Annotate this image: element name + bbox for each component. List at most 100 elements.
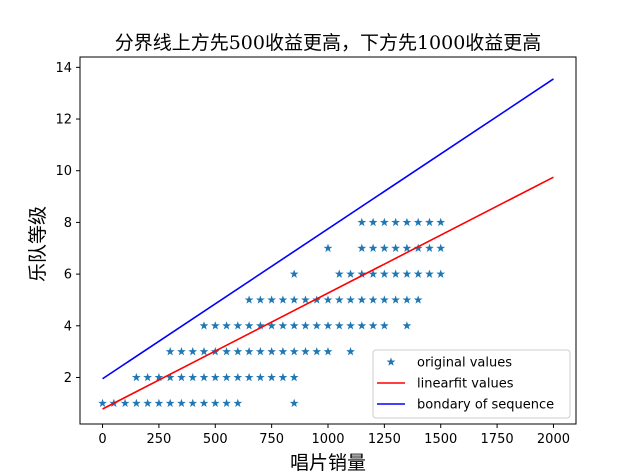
data-point-y1-0	[98, 398, 107, 408]
data-point-y5-12	[379, 295, 389, 304]
data-point-y1-5	[154, 398, 164, 408]
legend-box	[372, 349, 571, 419]
x-tick-label-3: 750	[259, 432, 284, 447]
y-axis-title: 乐队等级	[27, 206, 49, 282]
data-point-y7-8	[436, 243, 446, 252]
data-point-y2-12	[267, 372, 277, 382]
data-point-y3-15	[346, 347, 355, 356]
x-tick-label-7: 1750	[481, 432, 514, 447]
data-point-y3-11	[289, 347, 299, 356]
data-point-y2-9	[233, 372, 243, 382]
data-point-y6-10	[436, 269, 446, 278]
data-point-y1-10	[210, 398, 220, 408]
x-tick-label-0: 0	[98, 432, 106, 447]
legend-label-0: original values	[417, 356, 512, 371]
data-point-y1-4	[143, 398, 153, 408]
data-point-y2-14	[289, 372, 299, 382]
data-point-y4-2	[222, 321, 231, 330]
data-point-y1-11	[222, 398, 231, 408]
axes-layer: 0 250 500 750 1000 1250 1500 1750 2000 2 4 6 8 10 12 14	[55, 61, 570, 447]
data-point-y5-15	[413, 295, 423, 304]
data-point-y2-6	[199, 372, 209, 382]
data-point-y2-7	[210, 372, 220, 382]
data-point-y5-3	[278, 295, 288, 304]
data-point-y8-0	[357, 217, 367, 227]
data-point-y4-16	[379, 321, 389, 330]
data-point-y4-17	[402, 321, 412, 330]
x-axis-title: 唱片销量	[290, 452, 366, 474]
data-point-y3-13	[312, 347, 322, 356]
data-point-y6-6	[391, 269, 401, 278]
data-point-y4-13	[346, 321, 355, 330]
data-point-y5-9	[346, 295, 355, 304]
data-point-y7-5	[402, 243, 412, 252]
y-tick-label-0: 2	[64, 371, 72, 386]
data-point-y6-9	[425, 269, 434, 278]
data-point-y1-13	[289, 398, 299, 408]
data-point-y6-5	[379, 269, 389, 278]
data-point-y3-7	[244, 347, 254, 356]
data-point-y5-8	[334, 295, 344, 304]
data-point-y6-4	[368, 269, 378, 278]
series-layer	[98, 78, 554, 410]
x-tick-label-4: 1000	[311, 432, 344, 447]
x-tick-label-1: 250	[146, 432, 171, 447]
data-point-y3-8	[255, 347, 265, 356]
legend-label-2: bondary of sequence	[417, 398, 554, 413]
data-point-y3-0	[165, 347, 175, 356]
y-tick-label-4: 10	[55, 164, 72, 179]
data-point-y6-3	[357, 269, 367, 278]
data-point-y4-1	[210, 321, 220, 330]
data-point-y4-9	[301, 321, 310, 330]
series-line-0	[102, 176, 554, 410]
data-point-y3-10	[278, 347, 288, 356]
y-tick-label-6: 14	[55, 61, 72, 76]
chart-title: 分界线上方先500收益更高，下方先1000收益更高	[115, 32, 542, 54]
data-point-y8-4	[402, 217, 412, 227]
data-point-y7-6	[413, 243, 423, 252]
data-point-y3-3	[199, 347, 209, 356]
data-point-y1-6	[165, 398, 175, 408]
data-point-y2-5	[188, 372, 198, 382]
data-point-y3-12	[301, 347, 310, 356]
series-line-1	[102, 78, 554, 380]
data-point-y6-1	[334, 269, 344, 278]
data-point-y2-3	[165, 372, 175, 382]
legend-marker-0	[386, 357, 396, 366]
data-point-y5-4	[289, 295, 299, 304]
data-point-y5-13	[391, 295, 401, 304]
data-point-y6-7	[402, 269, 412, 278]
data-point-y4-8	[289, 321, 299, 330]
data-point-y7-2	[368, 243, 378, 252]
data-point-y3-14	[323, 347, 333, 356]
data-point-y8-1	[368, 217, 378, 227]
data-point-y5-1	[255, 295, 265, 304]
data-point-y7-4	[391, 243, 401, 252]
data-point-y4-4	[244, 321, 254, 330]
data-point-y8-6	[425, 217, 434, 227]
x-tick-label-6: 1500	[424, 432, 457, 447]
legend: original values linearfit values bondary o…	[372, 349, 571, 419]
data-point-y4-3	[233, 321, 243, 330]
data-point-y2-13	[278, 372, 288, 382]
data-point-y4-14	[357, 321, 367, 330]
x-tick-label-2: 500	[203, 432, 228, 447]
data-point-y2-4	[177, 372, 186, 382]
data-point-y5-7	[323, 295, 333, 304]
y-tick-label-2: 6	[64, 268, 72, 283]
data-point-y8-7	[436, 217, 446, 227]
data-point-y7-0	[323, 243, 333, 252]
data-point-y6-2	[346, 269, 355, 278]
data-point-y7-3	[379, 243, 389, 252]
x-tick-label-5: 1250	[368, 432, 401, 447]
data-point-y6-0	[289, 269, 299, 278]
data-point-y2-8	[222, 372, 231, 382]
data-point-y7-7	[425, 243, 434, 252]
y-tick-label-1: 4	[64, 319, 72, 334]
data-point-y3-1	[177, 347, 186, 356]
data-point-y4-6	[267, 321, 277, 330]
data-point-y4-15	[368, 321, 378, 330]
data-point-y4-11	[323, 321, 333, 330]
data-point-y4-7	[278, 321, 288, 330]
